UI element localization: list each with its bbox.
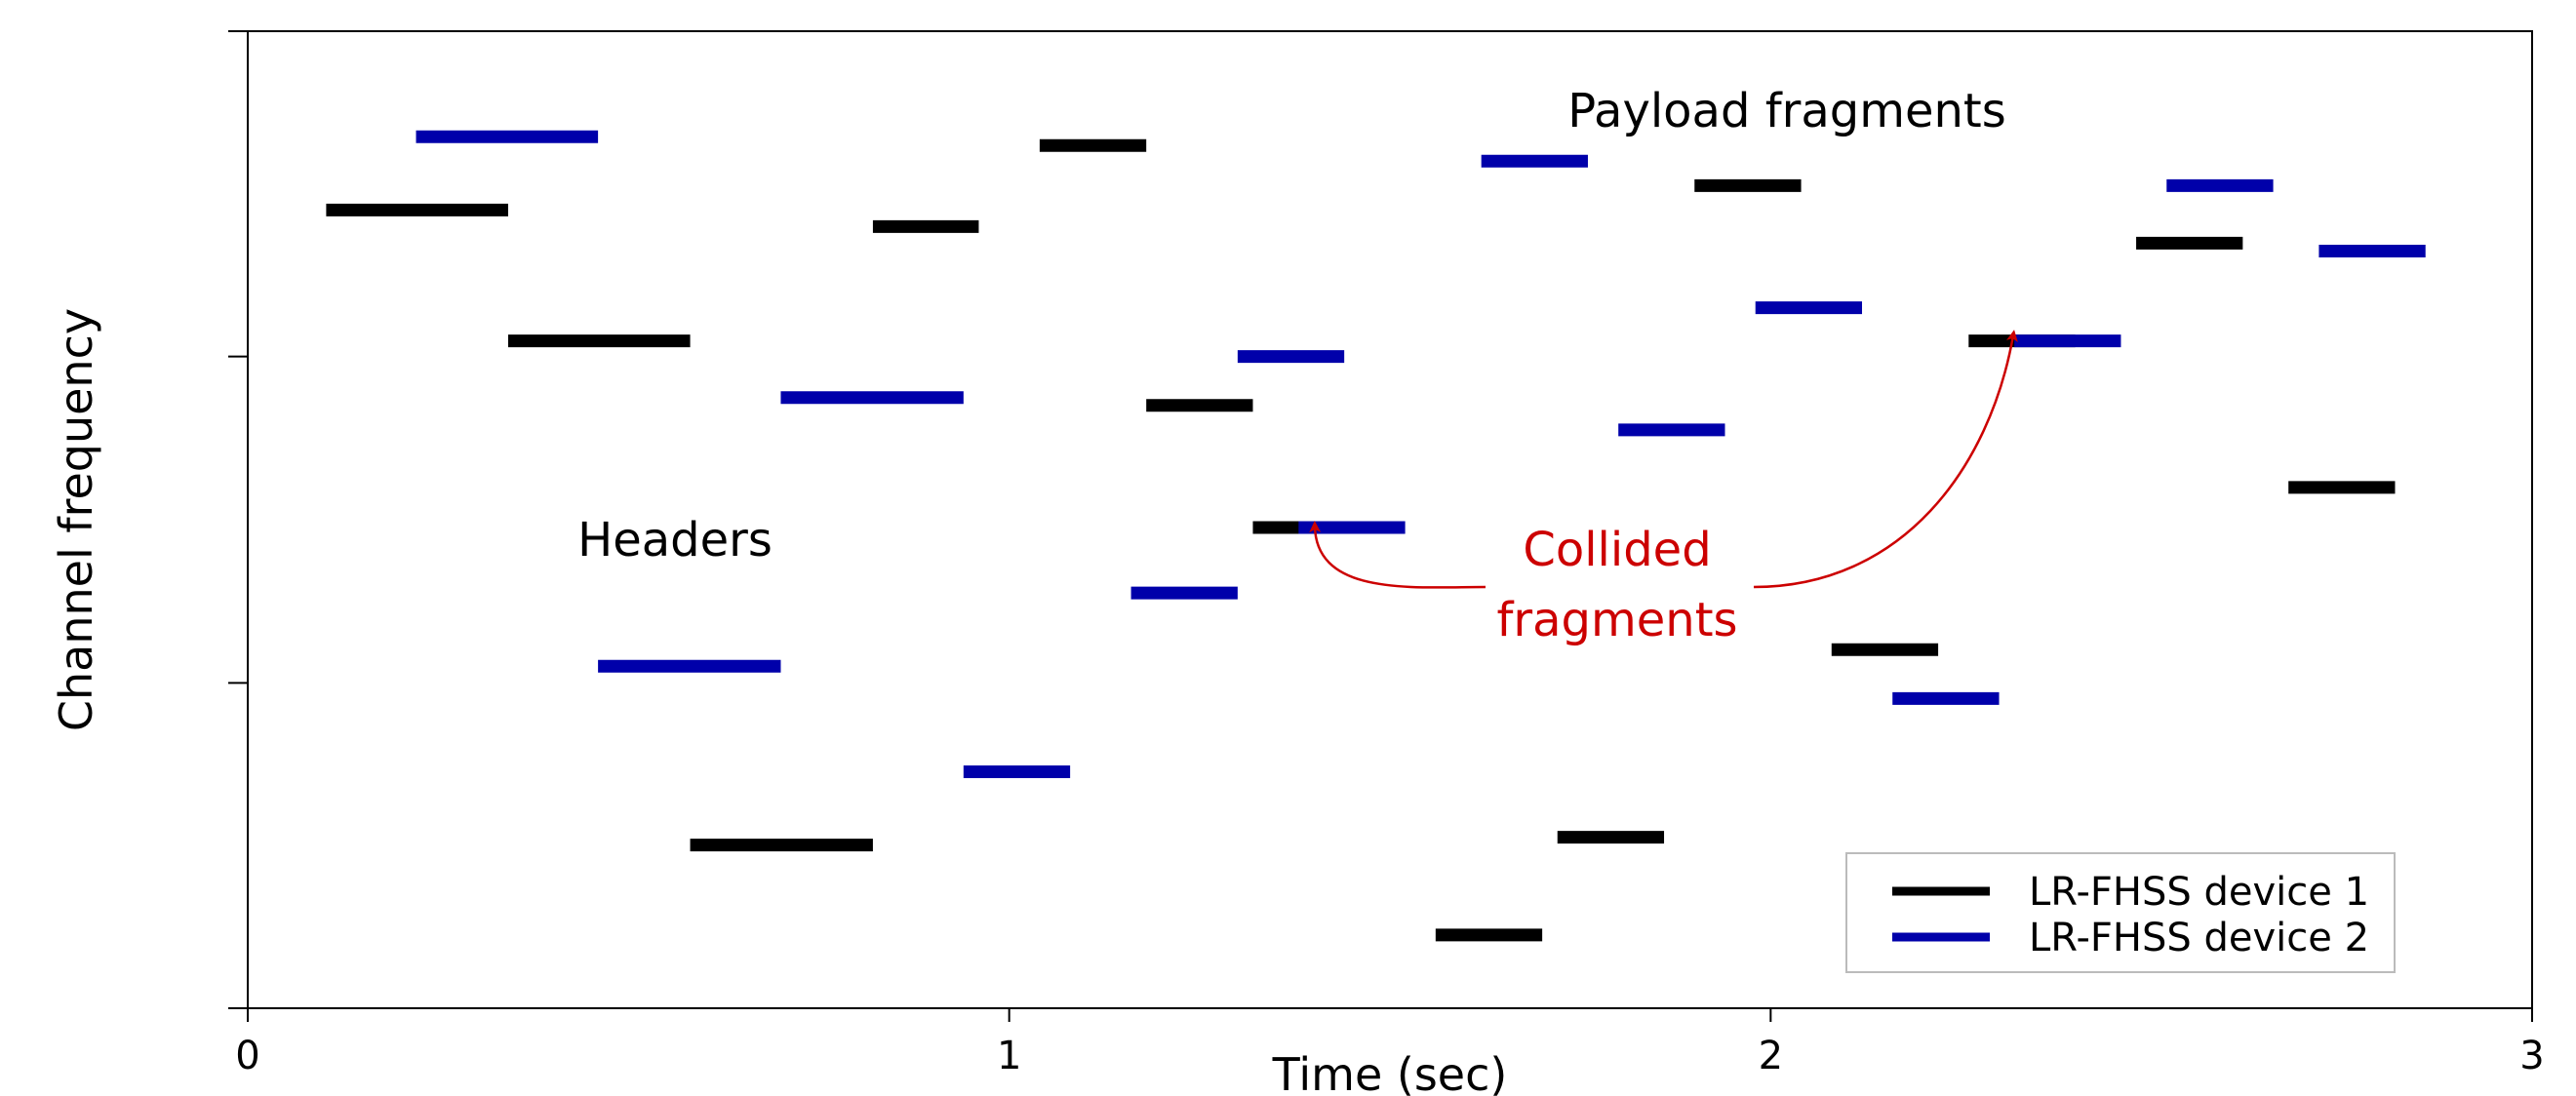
x-tick-label: 1 [997,1034,1021,1078]
headers-annotation: Headers [577,513,773,568]
legend: LR-FHSS device 1 LR-FHSS device 2 [1845,852,2396,973]
legend-box [1845,852,2396,973]
y-axis-label: Channel frequency [50,308,102,731]
segments-layer [326,130,2426,942]
axis-ticks: 0 1 2 3 [228,30,2545,1078]
legend-label-device-1: LR-FHSS device 1 [2029,870,2369,915]
x-axis-label: Time (sec) [1272,1048,1508,1096]
collided-annotation-line2: fragments [1496,593,1737,647]
x-tick-label: 3 [2519,1034,2544,1078]
x-tick-label: 2 [1759,1034,1783,1078]
collision-arrow-left [1309,521,1486,589]
x-tick-label: 0 [235,1034,259,1078]
payload-annotation: Payload fragments [1567,84,2006,138]
collided-annotation-line1: Collided [1523,523,1711,577]
collision-arrow-right [1753,330,2018,589]
plot-frame [247,30,2533,1009]
legend-label-device-2: LR-FHSS device 2 [2029,916,2369,960]
